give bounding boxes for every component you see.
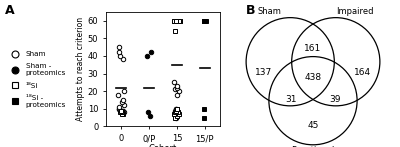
- Text: 45: 45: [307, 121, 319, 130]
- Text: Functional: Functional: [291, 146, 335, 147]
- Text: 31: 31: [285, 95, 297, 104]
- Text: 161: 161: [304, 44, 322, 53]
- Text: 137: 137: [255, 67, 272, 77]
- Text: B: B: [245, 4, 255, 17]
- Text: Impaired: Impaired: [336, 7, 374, 16]
- X-axis label: Cohort: Cohort: [149, 145, 177, 147]
- Y-axis label: Attempts to reach criterion: Attempts to reach criterion: [76, 17, 85, 121]
- Text: 438: 438: [304, 73, 322, 82]
- Text: A: A: [5, 4, 14, 17]
- Text: 164: 164: [354, 67, 371, 77]
- Text: Sham: Sham: [258, 7, 282, 16]
- Text: 39: 39: [329, 95, 341, 104]
- Legend: Sham, Sham -
proteomics, ¹⁸Si, ¹⁸Si -
proteomics: Sham, Sham - proteomics, ¹⁸Si, ¹⁸Si - pr…: [8, 51, 66, 108]
